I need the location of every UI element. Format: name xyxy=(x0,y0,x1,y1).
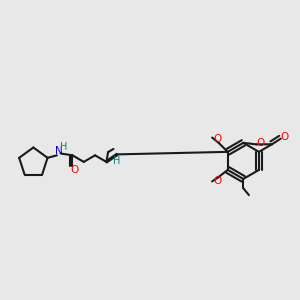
Text: O: O xyxy=(214,134,222,144)
Text: N: N xyxy=(55,146,62,156)
Text: O: O xyxy=(214,176,222,186)
Text: O: O xyxy=(280,132,289,142)
Text: H: H xyxy=(113,156,121,166)
Text: O: O xyxy=(71,165,79,175)
Text: O: O xyxy=(256,138,264,148)
Text: H: H xyxy=(60,142,68,152)
